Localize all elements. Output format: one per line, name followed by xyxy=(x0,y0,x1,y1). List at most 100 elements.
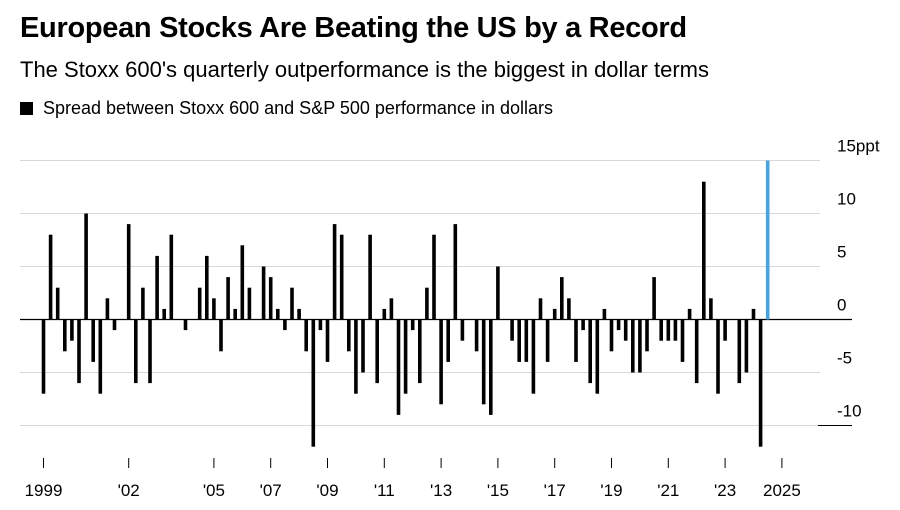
x-tick-label: '07 xyxy=(260,481,282,500)
bar xyxy=(283,319,287,331)
x-tick-label: '11 xyxy=(374,481,395,500)
bar xyxy=(631,319,635,373)
bar xyxy=(474,319,479,352)
bar xyxy=(453,224,458,320)
bar xyxy=(126,224,131,320)
bar xyxy=(233,308,237,320)
gridlines xyxy=(20,160,852,426)
bar xyxy=(673,319,678,341)
bar xyxy=(382,308,387,320)
bar xyxy=(134,319,138,384)
bar xyxy=(318,319,323,331)
bar xyxy=(538,298,543,320)
bar xyxy=(510,319,514,341)
bar xyxy=(205,255,209,320)
bar xyxy=(325,319,330,362)
chart-subtitle: The Stoxx 600's quarterly outperformance… xyxy=(20,57,709,82)
bar xyxy=(361,319,365,373)
bar xyxy=(304,319,308,352)
bar xyxy=(297,308,301,320)
chart-title: European Stocks Are Beating the US by a … xyxy=(20,12,687,44)
bar xyxy=(744,319,749,373)
bar xyxy=(666,319,671,341)
bar xyxy=(155,255,159,320)
bar xyxy=(595,319,600,394)
legend-swatch xyxy=(20,102,33,115)
bar xyxy=(105,298,110,320)
bar xyxy=(418,319,422,384)
bar xyxy=(63,319,67,352)
bar xyxy=(517,319,521,362)
bar xyxy=(716,319,720,394)
bar xyxy=(531,319,536,394)
bar xyxy=(290,287,294,320)
bar xyxy=(261,266,266,320)
x-tick-label: '21 xyxy=(657,481,679,500)
bar xyxy=(311,319,316,447)
bar xyxy=(368,234,372,320)
bar xyxy=(460,319,465,341)
bar xyxy=(645,319,649,352)
bar xyxy=(375,319,379,384)
bar xyxy=(560,277,564,320)
bar xyxy=(659,319,663,341)
bar xyxy=(723,319,727,341)
bar xyxy=(567,298,571,320)
bar xyxy=(77,319,81,384)
bar xyxy=(41,319,46,394)
y-tick-label: -5 xyxy=(837,349,852,368)
bar-highlight xyxy=(765,160,770,320)
bar xyxy=(602,308,607,320)
bar xyxy=(758,319,763,447)
bar xyxy=(489,319,493,415)
bar xyxy=(389,298,394,320)
x-tick-label: '05 xyxy=(203,481,225,500)
bar xyxy=(240,245,245,320)
bar xyxy=(247,287,252,320)
y-tick-label: 15ppt xyxy=(837,137,880,156)
y-axis: 15ppt 10 5 0 -5 -10 xyxy=(818,137,880,426)
x-tick-label: 1999 xyxy=(25,481,63,500)
bar xyxy=(702,181,706,320)
bar xyxy=(588,319,592,384)
bar xyxy=(162,308,166,320)
bar xyxy=(623,319,628,341)
bar xyxy=(84,213,88,320)
bar xyxy=(226,277,230,320)
x-tick-label: 2025 xyxy=(763,481,801,500)
bar xyxy=(70,319,74,341)
bar xyxy=(481,319,486,405)
y-tick-label: -10 xyxy=(837,402,862,421)
y-tick-label: 0 xyxy=(837,296,846,315)
bar xyxy=(141,287,145,320)
x-tick-label: '13 xyxy=(430,481,452,500)
y-tick-label: 10 xyxy=(837,190,856,209)
x-tick-label: '23 xyxy=(714,481,736,500)
bar xyxy=(112,319,117,331)
bar xyxy=(581,319,585,331)
bar xyxy=(425,287,429,320)
bar xyxy=(332,224,337,320)
x-tick-label: '02 xyxy=(118,481,140,500)
bar xyxy=(552,308,557,320)
x-tick-label: '19 xyxy=(600,481,622,500)
bar xyxy=(751,308,756,320)
bar xyxy=(212,298,216,320)
bar xyxy=(183,319,188,331)
bar xyxy=(694,319,699,384)
bar xyxy=(403,319,408,394)
legend-label: Spread between Stoxx 600 and S&P 500 per… xyxy=(43,98,553,118)
bar xyxy=(219,319,223,352)
bar xyxy=(687,308,692,320)
bar xyxy=(169,234,174,320)
bar xyxy=(91,319,95,362)
bar xyxy=(609,319,614,352)
bar xyxy=(709,298,713,320)
bar xyxy=(197,287,202,320)
bar xyxy=(410,319,415,331)
bar xyxy=(268,277,273,320)
legend: Spread between Stoxx 600 and S&P 500 per… xyxy=(20,98,553,119)
bar xyxy=(354,319,358,394)
bar xyxy=(680,319,685,362)
